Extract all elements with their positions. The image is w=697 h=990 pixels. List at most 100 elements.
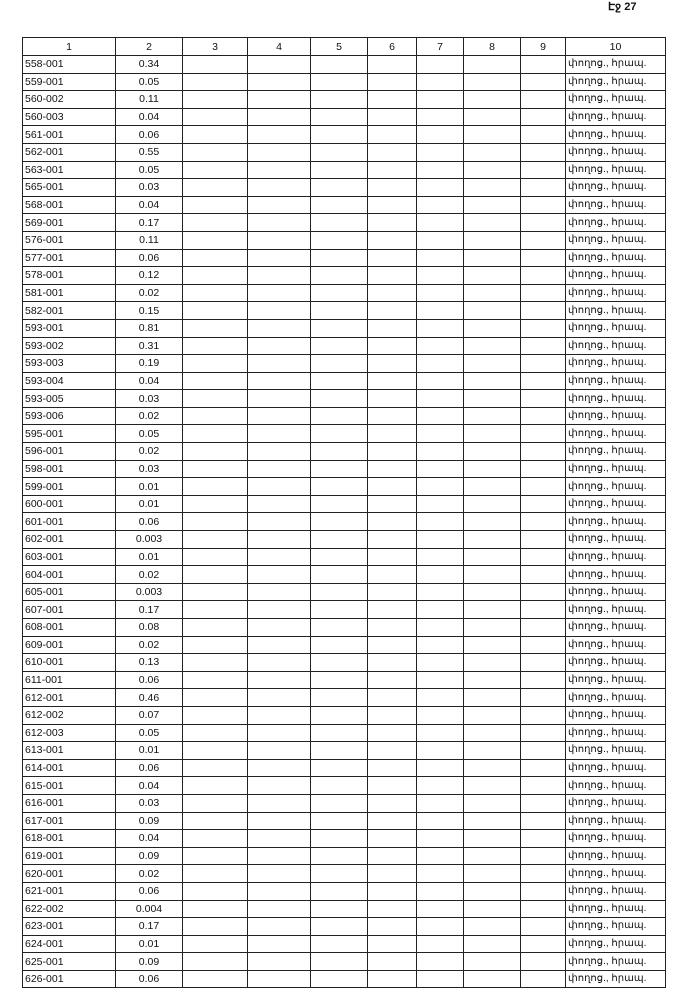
area-value: 0.02 — [115, 442, 183, 461]
table-row: 576-001 0.11 փողոց., հրապ. — [22, 230, 666, 250]
empty-cell — [247, 688, 311, 707]
area-value: 0.08 — [115, 618, 183, 637]
area-value: 0.06 — [115, 512, 183, 532]
empty-cell — [247, 494, 311, 514]
table-row: 577-001 0.06 փողոց., հրապ. — [22, 248, 666, 268]
empty-cell — [520, 72, 566, 92]
empty-cell — [367, 248, 417, 268]
parcel-code: 616-001 — [22, 793, 116, 813]
column-header: 9 — [520, 37, 566, 56]
empty-cell — [182, 459, 248, 479]
empty-cell — [416, 354, 464, 373]
area-value: 0.55 — [115, 142, 183, 162]
empty-cell — [463, 600, 521, 619]
empty-cell — [182, 160, 248, 180]
empty-cell — [310, 336, 368, 356]
empty-cell — [247, 195, 311, 215]
empty-cell — [520, 811, 566, 831]
empty-cell — [182, 301, 248, 320]
parcel-code: 614-001 — [22, 758, 116, 778]
empty-cell — [310, 354, 368, 373]
table-row: 578-001 0.12 փողոց., հրապ. — [22, 266, 666, 285]
empty-cell — [310, 142, 368, 162]
parcel-code: 599-001 — [22, 477, 116, 496]
empty-cell — [247, 793, 311, 813]
table-row: 598-001 0.03 փողոց., հրապ. — [22, 459, 666, 479]
area-value: 0.81 — [115, 318, 183, 338]
empty-cell — [247, 389, 311, 408]
table-row: 596-001 0.02 փողոց., հրապ. — [22, 442, 666, 461]
land-use: փողոց., հրապ. — [565, 776, 666, 795]
land-use: փողոց., հրապ. — [565, 512, 666, 532]
empty-cell — [247, 618, 311, 637]
empty-cell — [367, 969, 417, 989]
area-value: 0.01 — [115, 741, 183, 760]
empty-cell — [520, 178, 566, 197]
table-row: 593-001 0.81 փողոց., հրապ. — [22, 318, 666, 338]
empty-cell — [463, 530, 521, 549]
parcel-code: 565-001 — [22, 178, 116, 197]
parcel-code: 598-001 — [22, 459, 116, 479]
empty-cell — [310, 582, 368, 602]
empty-cell — [310, 213, 368, 232]
empty-cell — [463, 688, 521, 707]
empty-cell — [520, 864, 566, 883]
empty-cell — [182, 178, 248, 197]
area-value: 0.06 — [115, 969, 183, 989]
empty-cell — [520, 688, 566, 707]
area-value: 0.004 — [115, 899, 183, 919]
empty-cell — [463, 90, 521, 109]
land-use: փողոց., հրապ. — [565, 618, 666, 637]
empty-cell — [247, 55, 311, 74]
empty-cell — [367, 705, 417, 725]
area-value: 0.06 — [115, 670, 183, 690]
empty-cell — [247, 125, 311, 144]
empty-cell — [247, 547, 311, 567]
empty-cell — [247, 354, 311, 373]
empty-cell — [416, 230, 464, 250]
empty-cell — [416, 952, 464, 971]
land-use: փողոց., հրապ. — [565, 741, 666, 760]
empty-cell — [310, 406, 368, 426]
empty-cell — [463, 406, 521, 426]
empty-cell — [416, 477, 464, 496]
empty-cell — [310, 565, 368, 584]
land-use: փողոց., հրապ. — [565, 670, 666, 690]
empty-cell — [182, 283, 248, 303]
empty-cell — [463, 459, 521, 479]
empty-cell — [416, 688, 464, 707]
parcel-code: 620-001 — [22, 864, 116, 883]
empty-cell — [310, 934, 368, 954]
empty-cell — [247, 424, 311, 444]
empty-cell — [416, 582, 464, 602]
empty-cell — [463, 477, 521, 496]
area-value: 0.04 — [115, 107, 183, 127]
empty-cell — [367, 195, 417, 215]
empty-cell — [520, 565, 566, 584]
empty-cell — [310, 301, 368, 320]
empty-cell — [520, 213, 566, 232]
empty-cell — [182, 793, 248, 813]
empty-cell — [367, 899, 417, 919]
empty-cell — [520, 917, 566, 936]
table-row: 611-001 0.06 փողոց., հրապ. — [22, 670, 666, 690]
land-use: փողոց., հրապ. — [565, 723, 666, 743]
empty-cell — [310, 107, 368, 127]
land-use: փողոց., հրապ. — [565, 864, 666, 883]
empty-cell — [416, 442, 464, 461]
empty-cell — [182, 213, 248, 232]
empty-cell — [182, 424, 248, 444]
empty-cell — [182, 670, 248, 690]
empty-cell — [247, 283, 311, 303]
empty-cell — [463, 494, 521, 514]
empty-cell — [367, 582, 417, 602]
empty-cell — [416, 899, 464, 919]
empty-cell — [367, 142, 417, 162]
empty-cell — [463, 952, 521, 971]
table-row: 607-001 0.17 փողոց., հրապ. — [22, 600, 666, 619]
empty-cell — [247, 881, 311, 901]
empty-cell — [520, 635, 566, 655]
empty-cell — [310, 653, 368, 672]
empty-cell — [247, 952, 311, 971]
empty-cell — [182, 248, 248, 268]
